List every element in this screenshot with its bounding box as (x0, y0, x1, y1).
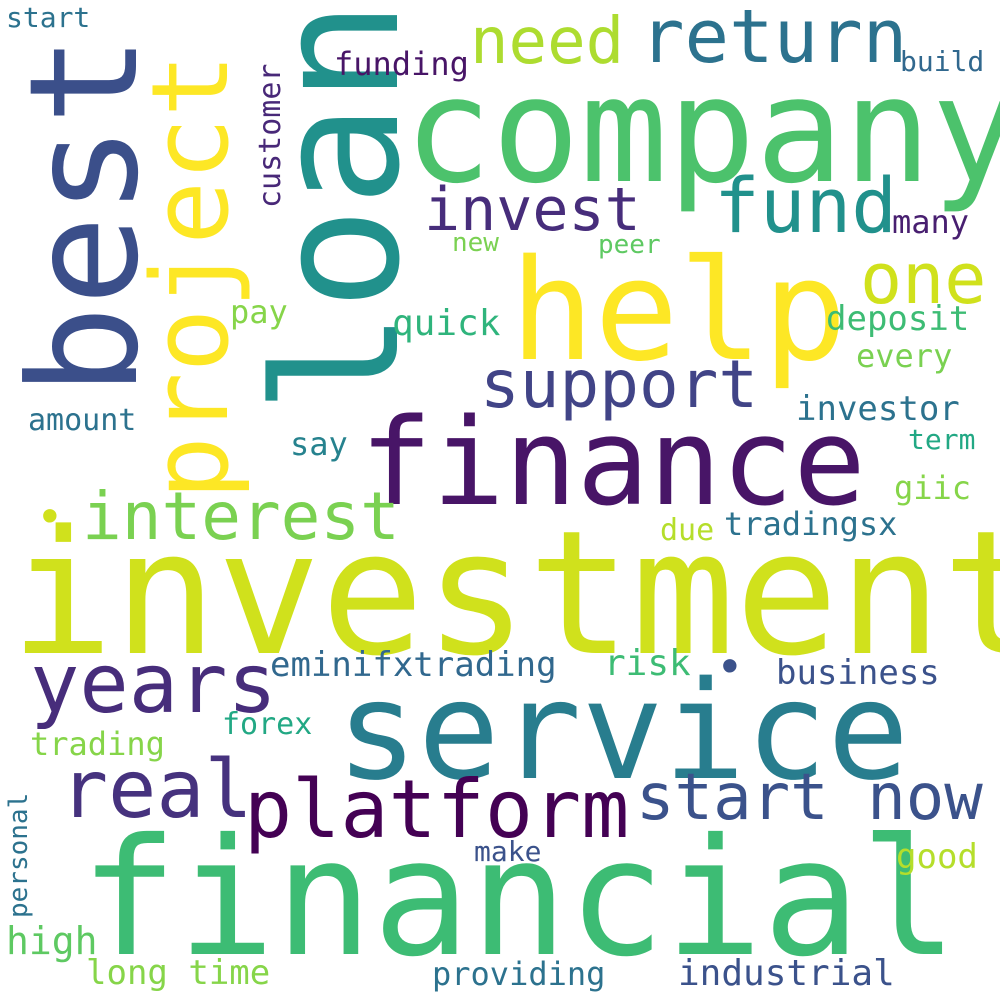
word-investor: investor (796, 389, 960, 429)
word-help: help (510, 230, 848, 393)
word-risk: risk (604, 643, 691, 684)
word-build: build (900, 45, 985, 78)
word-due: due (660, 513, 715, 548)
word-industrial: industrial (678, 953, 895, 994)
word-interest: interest (82, 478, 400, 555)
word-return: return (640, 0, 908, 80)
word-need: need (470, 5, 625, 79)
dot-right: • (716, 640, 744, 694)
dot-left: • (36, 490, 64, 544)
word-say: say (290, 425, 348, 463)
word-tradingsx: tradingsx (724, 505, 898, 543)
word-finance: finance (360, 394, 866, 533)
word-investment: investment (10, 493, 1000, 694)
word-project: project (129, 53, 252, 500)
word-real: real (60, 743, 253, 836)
word-trading: trading (30, 725, 165, 763)
word-start: start (6, 1, 91, 34)
word-support: support (480, 346, 759, 423)
word-start-now: start now (636, 761, 983, 835)
word-funding: funding (334, 45, 469, 83)
word-personal: personal (4, 792, 34, 918)
word-company: company (404, 46, 1000, 216)
word-invest: invest (424, 175, 641, 245)
word-eminifxtrading: eminifxtrading (270, 645, 557, 685)
word-make: make (474, 835, 542, 868)
word-term: term (908, 423, 976, 456)
word-quick: quick (392, 303, 501, 344)
word-customer: customer (253, 63, 288, 209)
word-pay: pay (230, 293, 288, 331)
word-one: one (860, 238, 987, 320)
word-fund: fund (714, 161, 898, 250)
word-peer: peer (598, 230, 661, 260)
word-years: years (30, 637, 277, 732)
word-financial: financial (80, 805, 958, 993)
word-every: every (856, 337, 953, 375)
word-long-time: long time (86, 953, 271, 993)
word-giic: giic (894, 469, 972, 507)
word-business: business (776, 653, 940, 693)
word-providing: providing (432, 955, 606, 993)
word-high: high (6, 919, 98, 963)
word-good: good (896, 837, 978, 877)
word-new: new (452, 228, 499, 258)
word-service: service (336, 653, 910, 811)
word-deposit: deposit (826, 299, 970, 339)
word-platform: platform (244, 763, 630, 856)
word-many: many (892, 203, 970, 241)
word-forex: forex (222, 707, 313, 742)
word-amount: amount (28, 403, 137, 438)
